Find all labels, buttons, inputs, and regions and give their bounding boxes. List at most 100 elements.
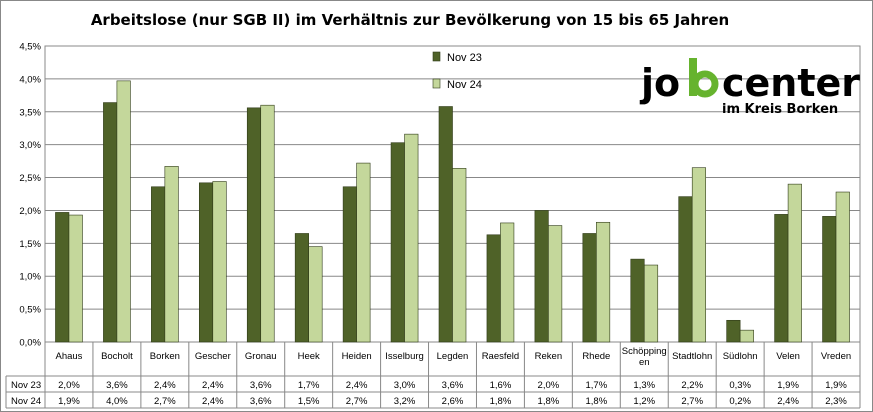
bar-nov-24 [68,214,83,343]
bar-nov-24 [356,162,371,343]
data-table: Ahaus 2,0% 1,9% Bocholt 3,6% 4,0% Borken 2,4% 2,… [5,342,861,409]
table-cell: 3,0% [394,380,416,391]
table-cell: 2,2% [681,380,703,391]
category-label: Isselburg [385,351,424,362]
category-label: Velen [776,351,800,362]
table-cell: 2,6% [442,396,464,407]
bar-nov-23 [55,212,70,343]
table-cell: 3,6% [250,396,272,407]
category-label: Gescher [195,351,231,362]
table-cell: 2,7% [681,396,703,407]
category-label: Heek [298,351,320,362]
logo-b-bowl [691,70,719,98]
table-cell: 1,8% [490,396,512,407]
bar-nov-23 [246,107,262,343]
table-cell: 2,4% [346,380,368,391]
category-label: Schöpping en [622,346,667,368]
table-row-header: Nov 23 [11,380,41,391]
bar-nov-24 [691,167,707,343]
table-cell: 2,3% [825,396,847,407]
table-cell: 2,0% [538,380,560,391]
category-label: Südlohn [723,351,758,362]
category-label: Legden [437,351,469,362]
table-cell: 3,6% [250,380,272,391]
table-cell: 4,0% [106,396,128,407]
table-cell: 2,4% [202,396,224,407]
y-tick-label: 0,0% [19,338,41,349]
bar-nov-23 [726,319,741,343]
table-cell: 1,9% [777,380,799,391]
category-label: Ahaus [56,351,83,362]
bar-nov-23 [486,234,501,343]
svg-text:im Kreis Borken: im Kreis Borken [722,102,838,117]
table-cell: 0,2% [729,396,751,407]
legend: Nov 23 Nov 24 [432,51,482,91]
bar-nov-23 [774,214,789,343]
table-cell: 3,6% [106,380,128,391]
table-cell: 2,4% [202,380,224,391]
bar-nov-24 [164,166,179,343]
bar-nov-24 [308,246,323,343]
table-cell: 3,2% [394,396,416,407]
chart-title: Arbeitslose (nur SGB II) im Verhältnis z… [91,11,729,29]
y-tick-label: 4,0% [19,74,41,85]
bar-nov-23 [534,210,549,343]
category-label: Raesfeld [482,351,520,362]
bar-nov-23 [822,216,837,343]
jobcenter-logo-mark: jo center [639,58,860,105]
bar-nov-23 [438,106,453,343]
bar-nov-24 [835,191,850,343]
bar-nov-24 [116,80,131,343]
category-label: Vreden [821,351,851,362]
table-cell: 1,9% [58,396,80,407]
bar-nov-24 [452,168,467,343]
svg-text:center: center [722,61,860,105]
bar-nov-23 [678,196,693,343]
bar-nov-23 [390,142,405,343]
table-cell: 1,9% [825,380,847,391]
category-label: Reken [535,351,562,362]
bar-nov-23 [151,186,166,343]
y-tick-label: 2,5% [19,173,41,184]
table-cell: 2,7% [346,396,368,407]
y-tick-label: 0,5% [19,305,41,316]
legend-swatch [432,51,441,62]
bar-nov-24 [260,104,275,343]
table-cell: 1,7% [298,380,320,391]
table-row-header: Nov 24 [11,396,41,407]
table-cell: 1,8% [585,396,607,407]
svg-text:jo: jo [639,61,680,105]
table-cell: 1,6% [490,380,512,391]
bar-nov-23 [342,186,357,343]
jobcenter-logo: jo center im Kreis Borken [639,58,860,117]
table-cell: 1,2% [633,396,655,407]
bar-nov-24 [787,183,802,343]
legend-label: Nov 24 [447,79,482,91]
table-cell: 1,7% [585,380,607,391]
bar-nov-23 [294,233,309,343]
bar-nov-24 [739,329,754,343]
category-label: Bocholt [101,351,133,362]
y-tick-label: 1,5% [19,239,41,250]
logo-b-stem [689,58,697,96]
category-label: Stadtlohn [672,351,712,362]
y-tick-label: 1,0% [19,272,41,283]
legend-label: Nov 23 [447,52,482,64]
category-label: Rhede [582,351,610,362]
bar-nov-24 [212,181,227,343]
table-cell: 1,5% [298,396,320,407]
y-tick-label: 3,0% [19,140,41,151]
y-tick-label: 2,0% [19,206,41,217]
table-cell: 3,6% [442,380,464,391]
bar-nov-23 [103,102,118,343]
table-cell: 2,0% [58,380,80,391]
bar-nov-24 [643,264,659,343]
legend-swatch [432,78,441,89]
table-cell: 1,3% [633,380,655,391]
y-axis-ticks: 0,0% 0,5% 1,0% 1,5% 2,0% 2,5% 3,0% 3,5% 4,0% 4,5% [19,42,41,349]
bar-nov-23 [582,233,597,343]
category-label: Gronau [245,351,277,362]
